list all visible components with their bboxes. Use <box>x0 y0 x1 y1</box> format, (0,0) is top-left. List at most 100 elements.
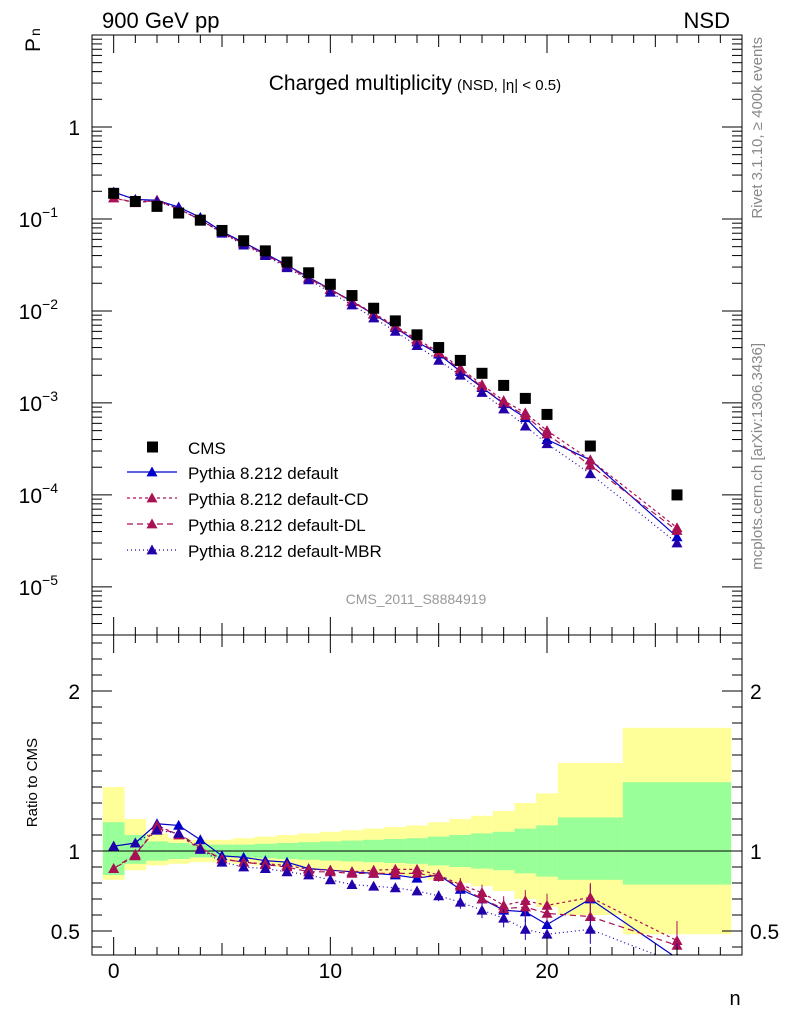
series-2-point <box>476 381 488 392</box>
series-3-point <box>433 354 445 365</box>
ratio-tick-label-left: 2 <box>68 681 80 704</box>
ratio-0-point <box>194 834 206 845</box>
ratio-2-point <box>368 867 380 878</box>
series-3-point <box>498 403 510 414</box>
y-axis-label-sub: n <box>27 28 43 36</box>
ratio-2-point <box>129 848 141 859</box>
cms-data-point <box>324 278 336 290</box>
ratio-3-point <box>541 928 553 939</box>
header-left: 900 GeV pp <box>102 8 219 33</box>
mcplots-label: mcplots.cern.ch [arXiv:1306.3436] <box>749 343 766 570</box>
cms-data-point <box>519 392 531 404</box>
legend-label-2: Pythia 8.212 default-DL <box>188 516 366 535</box>
ratio-tick-label-right: 0.5 <box>750 921 779 944</box>
ratio-2-point <box>389 867 401 878</box>
ratio-3-point <box>411 885 423 896</box>
ratio-3-point <box>238 861 250 872</box>
series-0-point <box>671 531 683 542</box>
series-3-point <box>324 286 336 297</box>
ratio-3-point <box>476 904 488 915</box>
legend: CMS Pythia 8.212 default Pythia 8.212 defa… <box>127 439 382 561</box>
ratio-3-point <box>194 843 206 854</box>
y-tick-label: 10−4 <box>19 480 59 508</box>
cms-data-point <box>129 195 141 207</box>
y-tick-label-exponent: −1 <box>42 204 58 220</box>
cms-data-point <box>173 207 185 219</box>
y-tick-label: 1 <box>68 117 80 140</box>
cms-data-point <box>411 329 423 341</box>
cms-data-point <box>368 302 380 314</box>
legend-marker-0 <box>146 466 158 477</box>
rivet-label: Rivet 3.1.10, ≥ 400k events <box>749 37 766 219</box>
ratio-2-point <box>498 903 510 913</box>
uncertainty-band-green <box>622 782 732 885</box>
legend-label-1: Pythia 8.212 default-CD <box>188 490 369 509</box>
ratio-2-point <box>519 901 531 912</box>
series-3-point <box>541 438 553 449</box>
ratio-3-point <box>672 958 683 968</box>
ratio-tick-label-left: 1 <box>68 841 80 864</box>
ratio-3-point <box>498 912 510 923</box>
ratio-3-point <box>324 874 336 885</box>
legend-label-0: Pythia 8.212 default <box>188 464 339 483</box>
ratio-3-point <box>259 863 271 873</box>
legend-marker-1 <box>146 492 158 503</box>
cms-data-point <box>346 290 358 302</box>
cms-data-point <box>498 379 510 391</box>
main-marks <box>108 186 683 548</box>
uncertainty-band-green <box>557 817 623 880</box>
ratio-2-point <box>433 871 445 881</box>
ratio-axis-label: Ratio to CMS <box>24 738 41 827</box>
x-tick-label: 10 <box>319 960 342 983</box>
legend-marker-3 <box>146 544 158 555</box>
ratio-2-point <box>476 893 488 904</box>
series-2-point <box>498 397 510 408</box>
series-3-point <box>346 299 358 310</box>
ratio-2-point <box>454 880 466 891</box>
main-panel: 10−5 10−4 10−3 10−2 10−1 1 Charged multiplici… <box>19 28 743 636</box>
legend-cms-label: CMS <box>188 439 226 458</box>
ratio-3-point <box>151 824 163 835</box>
ratio-3-point <box>303 869 315 880</box>
x-axis-label: n <box>729 988 740 1010</box>
ratio-3-point <box>216 856 228 867</box>
series-3-point <box>584 468 596 479</box>
cms-data-point <box>108 187 120 199</box>
series-3-point <box>303 274 315 285</box>
series-2-point <box>541 428 553 439</box>
side-labels: Rivet 3.1.10, ≥ 400k events mcplots.cern… <box>749 37 766 570</box>
legend-marker-2 <box>146 518 158 529</box>
ratio-3-point <box>519 923 531 934</box>
cms-data-point <box>433 342 445 354</box>
y-tick-label-exponent: −2 <box>42 296 58 312</box>
y-tick-label-exponent: −4 <box>42 480 58 496</box>
x-tick-label: 0 <box>108 960 120 983</box>
ratio-2-point <box>346 867 358 878</box>
legend-cms-marker <box>147 441 158 453</box>
y-tick-label-exponent: −3 <box>42 388 58 404</box>
series-1-point <box>584 454 596 465</box>
ratio-1-point <box>584 891 596 902</box>
cms-data-point <box>151 200 163 212</box>
series-line-0 <box>113 191 678 538</box>
series-3-point <box>389 325 401 336</box>
cms-data-point <box>216 224 228 236</box>
chart-title: Charged multiplicity <box>269 72 453 95</box>
ratio-2-point <box>108 863 120 873</box>
y-tick-label: 10−1 <box>19 204 59 232</box>
cms-data-point <box>238 235 250 247</box>
ratio-marks <box>92 727 742 968</box>
header-right: NSD <box>684 8 730 33</box>
series-2-point <box>454 364 466 375</box>
ratio-3-point <box>346 879 358 889</box>
cms-data-point <box>476 367 488 379</box>
ratio-3-point <box>389 882 401 893</box>
y-tick-label: 10−3 <box>19 388 59 416</box>
y-tick-label-exponent: −5 <box>42 572 58 588</box>
series-3-point <box>519 420 531 431</box>
ratio-3-point <box>584 923 596 934</box>
ratio-3-point <box>129 837 141 848</box>
legend-label-3: Pythia 8.212 default-MBR <box>188 542 382 561</box>
series-3-point <box>671 537 683 548</box>
